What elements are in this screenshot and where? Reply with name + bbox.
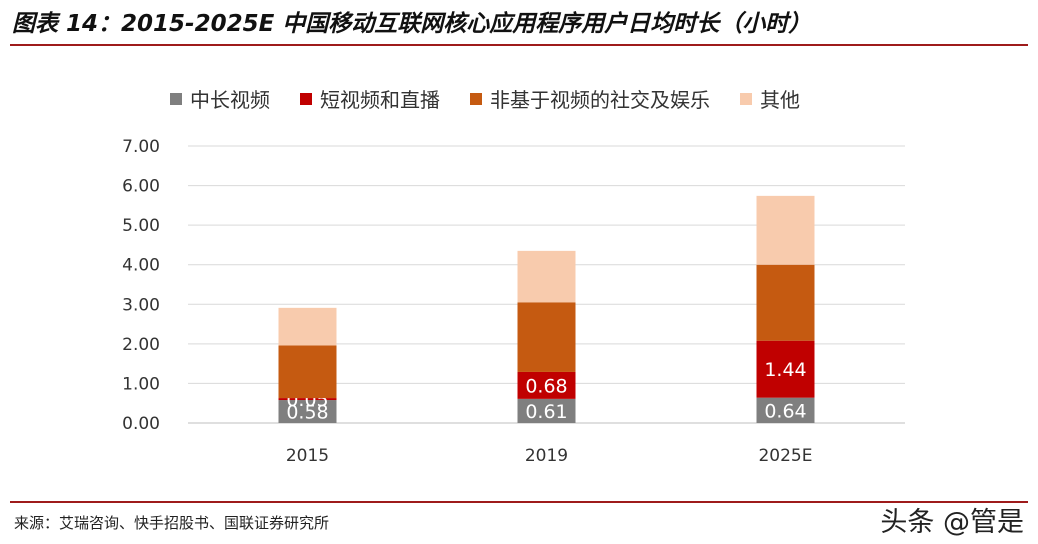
- legend-swatch: [170, 92, 182, 105]
- bar-segment: [517, 250, 576, 303]
- bar-segment: [278, 345, 337, 399]
- legend-label: 短视频和直播: [320, 88, 440, 112]
- legend-item-other: 其他: [740, 84, 800, 113]
- legend-label: 其他: [760, 88, 800, 112]
- x-tick-label: 2015: [286, 446, 329, 466]
- legend-swatch: [300, 92, 312, 105]
- data-label: 0.61: [525, 401, 567, 423]
- top-rule: [10, 44, 1028, 46]
- legend-swatch: [470, 92, 482, 105]
- y-tick-label: 2.00: [122, 335, 160, 355]
- x-tick-label: 2019: [525, 446, 568, 466]
- bar-segment: [517, 302, 576, 372]
- y-tick-label: 4.00: [122, 256, 160, 276]
- bar-segment: [278, 307, 337, 346]
- bar-segment: [756, 397, 815, 423]
- y-tick-label: 1.00: [122, 374, 160, 394]
- bar-segment: [756, 340, 815, 398]
- chart-title: 图表 14：2015-2025E 中国移动互联网核心应用程序用户日均时长（小时）: [12, 11, 812, 37]
- data-label: 0.68: [525, 375, 567, 397]
- data-label: 0.58: [286, 402, 328, 424]
- legend: 中长视频 短视频和直播 非基于视频的社交及娱乐 其他: [170, 84, 800, 113]
- data-label: 0.64: [764, 400, 806, 422]
- watermark: 头条 @管是: [880, 507, 1024, 538]
- bottom-rule: [10, 501, 1028, 503]
- legend-label: 非基于视频的社交及娱乐: [490, 88, 710, 112]
- bar-segment: [756, 195, 815, 265]
- source-note: 来源：艾瑞咨询、快手招股书、国联证券研究所: [14, 514, 330, 532]
- legend-item-short-video-live: 短视频和直播: [300, 84, 440, 113]
- bar-segment: [517, 398, 576, 423]
- x-tick-label: 2025E: [758, 446, 812, 466]
- legend-item-social-entertainment: 非基于视频的社交及娱乐: [470, 84, 710, 113]
- y-tick-label: 0.00: [122, 414, 160, 434]
- legend-item-medium-long-video: 中长视频: [170, 84, 270, 113]
- y-tick-label: 7.00: [122, 137, 160, 157]
- bar-segment: [517, 371, 576, 399]
- bar-segment: [278, 400, 337, 423]
- data-label: 1.44: [764, 359, 806, 381]
- legend-swatch: [740, 92, 752, 105]
- y-tick-label: 3.00: [122, 295, 160, 315]
- bar-segment: [278, 398, 337, 401]
- y-tick-label: 5.00: [122, 216, 160, 236]
- legend-label: 中长视频: [190, 88, 270, 112]
- y-tick-label: 6.00: [122, 177, 160, 197]
- bar-segment: [756, 264, 815, 341]
